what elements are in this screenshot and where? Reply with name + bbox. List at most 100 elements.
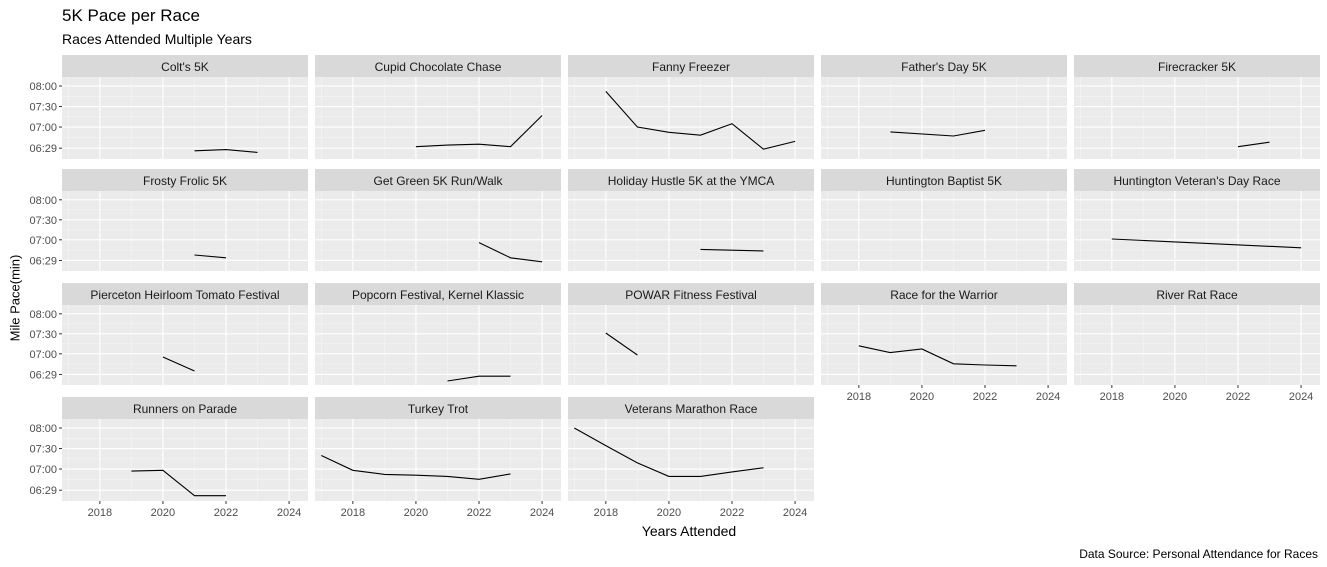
panel-background xyxy=(315,191,561,271)
series-line-colt-s-5k xyxy=(194,149,258,153)
facet-strip xyxy=(1074,55,1320,77)
x-tick-label: 2018 xyxy=(1100,391,1124,403)
series-line-cupid-chocolate-chase xyxy=(415,115,543,148)
y-tick-label: 07:30 xyxy=(29,329,57,341)
facet-panel-popcorn-festival-kernel-klassic: Popcorn Festival, Kernel Klassic xyxy=(315,283,561,385)
facet-strip xyxy=(62,283,308,305)
series-line-powar-fitness-festival xyxy=(605,332,638,356)
facet-panel-race-for-the-warrior: Race for the Warrior 2018 2020 2022 2024 xyxy=(821,283,1067,403)
facet-panel-powar-fitness-festival: POWAR Fitness Festival xyxy=(568,283,814,385)
series-line-runners-on-parade xyxy=(131,469,226,497)
series-line-popcorn-festival-kernel-klassic xyxy=(447,375,511,382)
panel-background xyxy=(315,305,561,385)
facet-panel-turkey-trot: Turkey Trot 2018 2020 2022 2024 xyxy=(315,397,561,519)
y-tick-label: 06:29 xyxy=(29,485,57,497)
facet-strip xyxy=(821,169,1067,191)
facet-strip-label: Veterans Marathon Race xyxy=(625,402,758,416)
facet-strip xyxy=(568,283,814,305)
series-line-father-s-day-5k xyxy=(890,129,986,137)
series-line-holiday-hustle-5k-at-the-ymca xyxy=(700,248,764,252)
facet-strip-label: Huntington Baptist 5K xyxy=(886,174,1002,188)
chart-caption: Data Source: Personal Attendance for Rac… xyxy=(1079,547,1318,561)
chart-subtitle: Races Attended Multiple Years xyxy=(62,31,252,47)
facet-strip-label: Fanny Freezer xyxy=(652,60,730,74)
facet-panel-get-green-5k-run-walk: Get Green 5K Run/Walk xyxy=(315,169,561,271)
y-tick-label: 07:30 xyxy=(29,215,57,227)
series-line-fanny-freezer xyxy=(605,91,796,150)
chart-title: 5K Pace per Race xyxy=(62,6,200,25)
series-line-frosty-frolic-5k xyxy=(194,254,227,259)
y-tick-label: 07:00 xyxy=(29,122,57,134)
facet-strip-label: Colt's 5K xyxy=(161,60,209,74)
facet-strip-label: Frosty Frolic 5K xyxy=(143,174,227,188)
y-tick-label: 08:00 xyxy=(29,195,57,207)
panel-background xyxy=(1074,305,1320,385)
x-tick-label: 2022 xyxy=(720,507,744,519)
facet-strip-label: Holiday Hustle 5K at the YMCA xyxy=(608,174,775,188)
y-tick-label: 07:30 xyxy=(29,444,57,456)
x-tick-label: 2018 xyxy=(594,507,618,519)
facet-strip-label: Pierceton Heirloom Tomato Festival xyxy=(90,288,279,302)
series-line-pierceton-heirloom-tomato-festival xyxy=(162,356,195,372)
facet-panel-holiday-hustle-5k-at-the-ymca: Holiday Hustle 5K at the YMCA xyxy=(568,169,814,271)
panel-background xyxy=(821,77,1067,159)
series-line-turkey-trot xyxy=(321,455,511,480)
facet-strip xyxy=(568,397,814,419)
facet-panel-veterans-marathon-race: Veterans Marathon Race 2018 2020 2022 2024 xyxy=(568,397,814,519)
facet-panel-river-rat-race: River Rat Race 2018 2020 2022 2024 xyxy=(1074,283,1320,403)
panel-background xyxy=(62,419,308,501)
facet-panel-cupid-chocolate-chase: Cupid Chocolate Chase xyxy=(315,55,561,159)
x-tick-label: 2022 xyxy=(973,391,997,403)
facet-panel-firecracker-5k: Firecracker 5K xyxy=(1074,55,1320,159)
y-tick-label: 08:00 xyxy=(29,423,57,435)
panel-background xyxy=(821,191,1067,271)
x-tick-label: 2022 xyxy=(214,507,238,519)
facet-strip-label: Huntington Veteran's Day Race xyxy=(1113,174,1280,188)
y-tick-label: 06:29 xyxy=(29,369,57,381)
facet-strip-label: Popcorn Festival, Kernel Klassic xyxy=(352,288,524,302)
facet-strip xyxy=(315,55,561,77)
facet-strip-label: Firecracker 5K xyxy=(1158,60,1236,74)
x-tick-label: 2020 xyxy=(404,507,428,519)
y-tick-label: 08:00 xyxy=(29,81,57,93)
facet-strip xyxy=(62,397,308,419)
x-tick-label: 2020 xyxy=(657,507,681,519)
panel-background xyxy=(821,305,1067,385)
y-tick-label: 06:29 xyxy=(29,143,57,155)
series-line-veterans-marathon-race xyxy=(574,427,764,477)
series-line-huntington-veteran-s-day-race xyxy=(1111,238,1302,249)
facet-strip xyxy=(568,55,814,77)
panel-background xyxy=(62,305,308,385)
facet-strip-label: Runners on Parade xyxy=(133,402,237,416)
facet-strip-label: Get Green 5K Run/Walk xyxy=(374,174,504,188)
y-tick-label: 06:29 xyxy=(29,255,57,267)
facet-strip xyxy=(568,169,814,191)
panel-background xyxy=(62,77,308,159)
facet-strip-label: Cupid Chocolate Chase xyxy=(375,60,502,74)
series-line-firecracker-5k xyxy=(1237,141,1270,148)
x-tick-label: 2018 xyxy=(847,391,871,403)
x-tick-label: 2018 xyxy=(341,507,365,519)
facet-strip-label: Turkey Trot xyxy=(408,402,469,416)
facet-panel-frosty-frolic-5k: Frosty Frolic 5K 06:29 07:00 07:30 08:00 xyxy=(29,169,308,271)
facet-panel-runners-on-parade: Runners on Parade 06:29 07:00 07:30 08:00 201… xyxy=(29,397,308,519)
panel-background xyxy=(568,77,814,159)
facet-strip xyxy=(1074,169,1320,191)
facet-panel-huntington-veteran-s-day-race: Huntington Veteran's Day Race xyxy=(1074,169,1320,271)
x-tick-label: 2024 xyxy=(783,507,807,519)
panel-background xyxy=(568,305,814,385)
facet-strip-label: Father's Day 5K xyxy=(901,60,987,74)
facet-panel-huntington-baptist-5k: Huntington Baptist 5K xyxy=(821,169,1067,271)
facet-strip xyxy=(315,169,561,191)
panel-background xyxy=(1074,191,1320,271)
panel-background xyxy=(1074,77,1320,159)
panel-background xyxy=(568,419,814,501)
y-tick-label: 07:00 xyxy=(29,464,57,476)
panel-background xyxy=(315,77,561,159)
panel-background xyxy=(62,191,308,271)
facet-panel-colt-s-5k: Colt's 5K 06:29 07:00 07:30 08:00 xyxy=(29,55,308,159)
facet-strip xyxy=(315,283,561,305)
facet-strip xyxy=(62,169,308,191)
x-tick-label: 2022 xyxy=(467,507,491,519)
